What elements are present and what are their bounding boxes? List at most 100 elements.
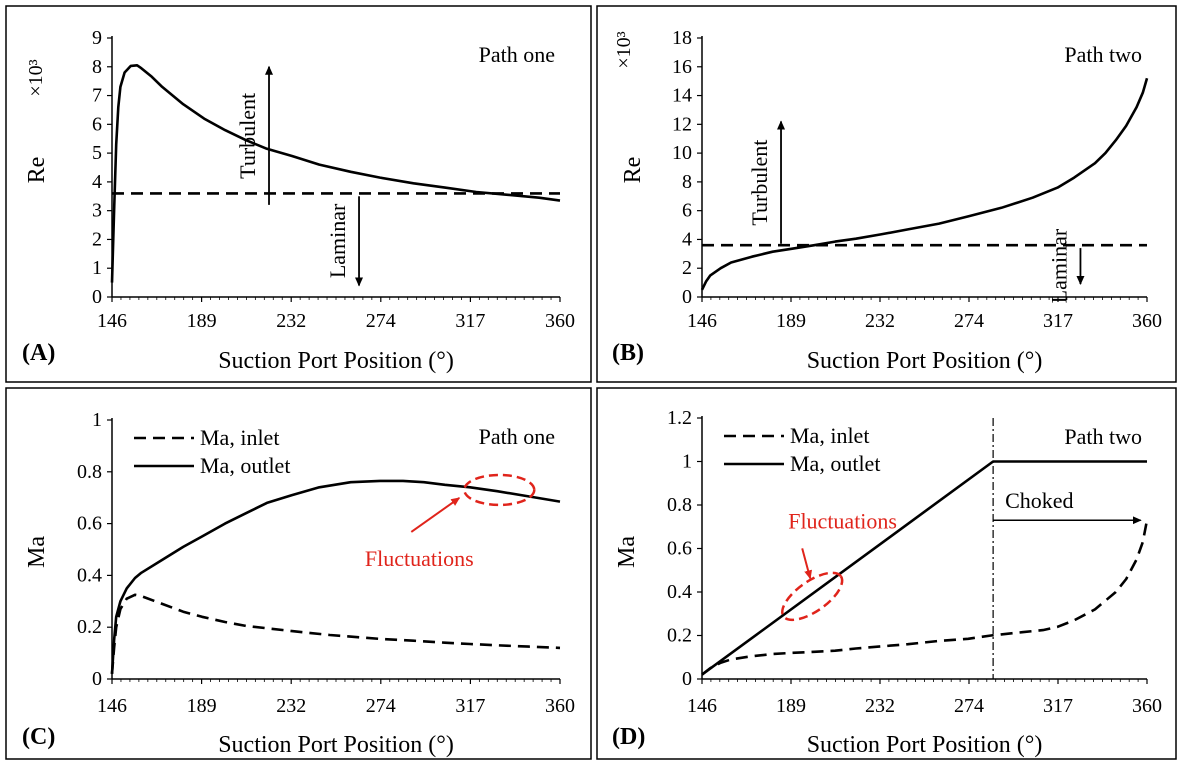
panel-d-y-tick-label: 0.4	[667, 581, 692, 603]
panel-d-x-tick-label: 360	[1132, 695, 1162, 717]
panel-c: 0 0.2 0.4 0.6 0.8 1 146 189 232 274 317 360 Suction …	[22, 409, 575, 758]
panel-d-frame	[596, 387, 1177, 760]
panel-d: 0 0.2 0.4 0.6 0.8 1 1.2 146 189 232 274 317 360 Sucti…	[612, 407, 1162, 758]
panel-c-x-tick-label: 317	[455, 695, 485, 717]
panel-c-series-ma-outlet	[110, 479, 561, 674]
panel-c-y-tick-label: 0.6	[77, 513, 102, 535]
panel-a-y-tick-label: 5	[92, 142, 102, 164]
panel-d-x-tick-label: 317	[1043, 695, 1073, 717]
panel-b-y-tick-label: 2	[682, 257, 692, 279]
panel-c-frame	[5, 387, 592, 760]
panel-c-legend-label: Ma, outlet	[200, 453, 290, 478]
panel-c-y-tick-label: 0.8	[77, 461, 102, 483]
panel-c-x-tick-label: 189	[187, 695, 217, 717]
panel-a-laminar-label: Laminar	[325, 203, 350, 278]
panel-c-fluctuation-ellipse	[463, 473, 536, 507]
panel-b-x-tick-label: 360	[1132, 310, 1162, 332]
panel-a-turbulent-label: Turbulent	[235, 93, 260, 179]
panel-a-y-tick-label: 7	[92, 85, 102, 107]
panel-b-y-tick-label: 4	[682, 228, 692, 250]
panel-c-label: (C)	[22, 724, 55, 750]
panel-b-y-tick-label: 10	[672, 142, 692, 164]
panel-a-x-tick-label: 317	[455, 310, 485, 332]
panel-c-y-tick-label: 1	[92, 409, 102, 431]
panel-b-y-tick-label: 12	[672, 113, 692, 135]
panel-c-legend-label: Ma, inlet	[200, 425, 279, 450]
panel-a-series-line-0	[110, 64, 561, 283]
panel-c-y-tick-label: 0.2	[77, 616, 102, 638]
panel-a-y-tick-label: 6	[92, 113, 102, 135]
panel-a-x-tick-label: 189	[187, 310, 217, 332]
panel-c-x-axis-label: Suction Port Position (°)	[218, 732, 454, 758]
panel-d-y-axis-label: Ma	[614, 536, 640, 568]
panel-b-label: (B)	[612, 340, 644, 366]
panel-b-y-tick-label: 14	[672, 85, 692, 107]
panel-d-path-label: Path two	[1064, 424, 1142, 449]
panel-a-y-tick-label: 4	[92, 171, 102, 193]
panel-a-x-tick-label: 274	[366, 310, 396, 332]
panel-b-y-tick-label: 6	[682, 200, 692, 222]
panel-c-series-ma-inlet	[110, 593, 561, 674]
panel-d-fluctuation-arrow	[801, 548, 813, 580]
panel-a-label: (A)	[22, 340, 55, 366]
panel-d-x-tick-label: 274	[954, 695, 984, 717]
panel-b-x-tick-label: 274	[954, 310, 984, 332]
panel-d-fluctuation-ellipse	[781, 571, 844, 622]
panel-b-path-label: Path two	[1064, 42, 1142, 67]
panel-b-x-tick-label: 317	[1043, 310, 1073, 332]
panel-c-x-tick-label: 146	[97, 695, 127, 717]
panel-b-turbulent-label: Turbulent	[747, 140, 772, 226]
panel-d-series-ma-inlet	[701, 519, 1149, 676]
panel-c-fluctuation-arrow	[410, 497, 461, 533]
panel-b-x-tick-label: 232	[865, 310, 895, 332]
panel-c-x-tick-label: 232	[276, 695, 306, 717]
panel-b: 0 2 4 6 8 10 12 14 16 18 146 189 232 274 317 360 Suction…	[612, 27, 1162, 374]
panel-c-fluctuation-label: Fluctuations	[365, 546, 474, 571]
panel-b-y-tick-label: 8	[682, 171, 692, 193]
panel-c-y-tick-label: 0.4	[77, 564, 102, 586]
panel-a-x-axis-label: Suction Port Position (°)	[218, 348, 454, 374]
panel-a-y-tick-label: 9	[92, 27, 102, 49]
panel-b-laminar-label: Laminar	[1046, 228, 1071, 303]
panel-a-y-tick-label: 2	[92, 228, 102, 250]
panel-c-x-tick-label: 360	[545, 695, 575, 717]
panel-a-frame	[5, 5, 592, 383]
panel-a: 0 1 2 3 4 5 6 7 8 9 146 189 232 274 317 360 Suction Port…	[22, 27, 575, 374]
panel-b-series-line-0	[700, 77, 1149, 291]
panel-d-y-tick-label: 1	[682, 451, 692, 473]
panel-b-y-multiplier: ×10³	[613, 31, 635, 68]
panel-b-x-axis-label: Suction Port Position (°)	[807, 348, 1043, 374]
panel-d-y-tick-label: 1.2	[667, 407, 692, 429]
panel-d-y-tick-label: 0.6	[667, 538, 692, 560]
panel-a-y-tick-label: 1	[92, 257, 102, 279]
panel-d-x-axis-label: Suction Port Position (°)	[807, 732, 1043, 758]
panel-b-y-tick-label: 0	[682, 286, 692, 308]
panel-b-y-tick-label: 16	[672, 56, 692, 78]
panel-d-legend-label: Ma, inlet	[790, 423, 869, 448]
panel-d-fluctuation-label: Fluctuations	[788, 508, 897, 533]
panel-b-x-tick-label: 146	[687, 310, 717, 332]
panel-d-label: (D)	[612, 724, 645, 750]
panel-a-x-tick-label: 360	[545, 310, 575, 332]
panel-d-legend-label: Ma, outlet	[790, 451, 880, 476]
panel-a-y-multiplier: ×10³	[25, 59, 47, 96]
panel-c-y-tick-label: 0	[92, 668, 102, 690]
panel-b-y-axis-label: Re	[620, 157, 646, 184]
panel-d-y-tick-label: 0	[682, 668, 692, 690]
panel-d-x-tick-label: 146	[687, 695, 717, 717]
panel-a-path-label: Path one	[479, 42, 555, 67]
panel-b-x-tick-label: 189	[776, 310, 806, 332]
panel-d-y-tick-label: 0.2	[667, 625, 692, 647]
panel-a-y-tick-label: 3	[92, 200, 102, 222]
panel-a-x-tick-label: 232	[276, 310, 306, 332]
panel-a-y-tick-label: 8	[92, 56, 102, 78]
panel-a-y-axis-label: Re	[24, 157, 50, 184]
panel-c-y-axis-label: Ma	[24, 536, 50, 568]
panel-c-x-tick-label: 274	[366, 695, 396, 717]
panel-d-x-tick-label: 232	[865, 695, 895, 717]
panel-d-y-tick-label: 0.8	[667, 494, 692, 516]
panel-b-y-tick-label: 18	[672, 27, 692, 49]
panel-a-x-tick-label: 146	[97, 310, 127, 332]
panel-b-frame	[596, 5, 1177, 383]
